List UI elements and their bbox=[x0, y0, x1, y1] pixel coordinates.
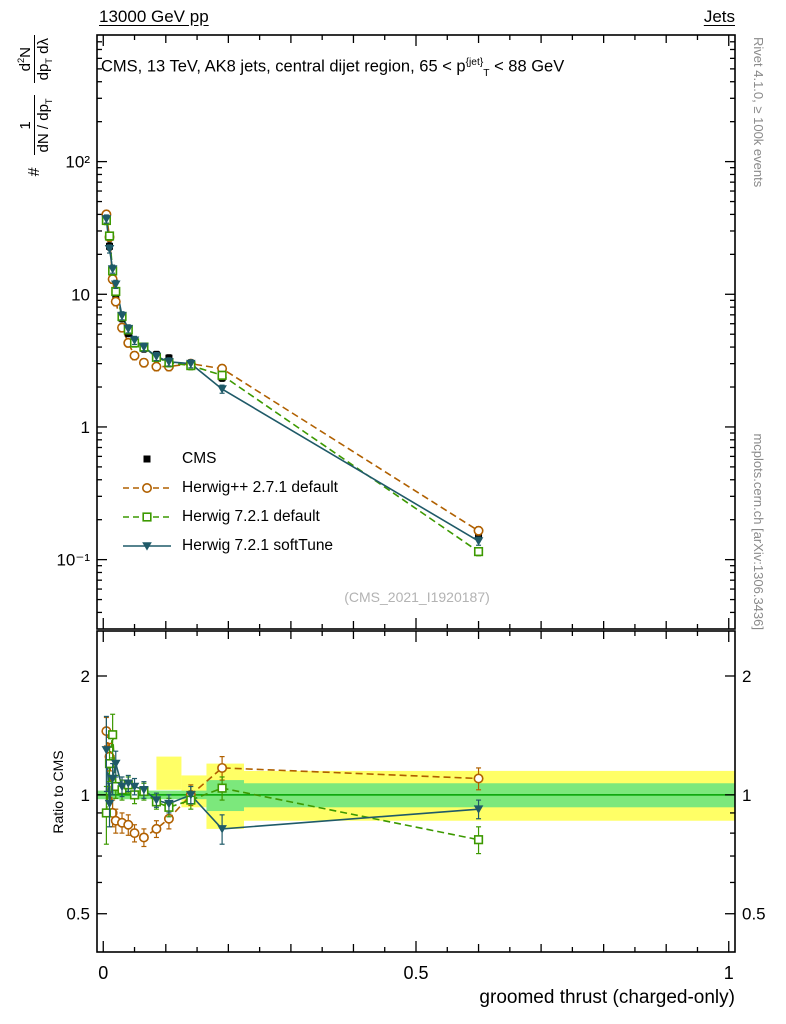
x-axis-label: groomed thrust (charged-only) bbox=[479, 987, 735, 1008]
data-point bbox=[475, 532, 483, 540]
data-point bbox=[110, 280, 121, 289]
y-tick-label: 0.5 bbox=[66, 905, 90, 924]
data-point bbox=[104, 245, 115, 254]
legend-item-label: Herwig++ 2.7.1 default bbox=[182, 478, 338, 496]
legend-item-label: CMS bbox=[182, 449, 217, 467]
legend-item-cms: CMS bbox=[121, 444, 338, 473]
y-tick-label: 1 bbox=[81, 418, 90, 437]
data-point bbox=[151, 361, 162, 372]
data-point bbox=[151, 823, 162, 834]
data-point bbox=[151, 796, 162, 805]
data-point bbox=[138, 832, 149, 843]
data-point bbox=[186, 791, 196, 800]
y-axis-fraction-1: 1 dN / dpT bbox=[17, 95, 55, 156]
data-point bbox=[141, 482, 152, 493]
data-point bbox=[473, 835, 484, 845]
y-tick-label: 10 bbox=[71, 285, 90, 304]
data-point bbox=[108, 730, 118, 740]
data-point bbox=[129, 782, 140, 792]
data-point bbox=[217, 825, 227, 834]
ratio-plot-frame bbox=[96, 630, 736, 953]
cms-marker-icon bbox=[143, 455, 151, 462]
analysis-group-label: Jets bbox=[703, 7, 735, 26]
y-tick-label: 1 bbox=[742, 786, 751, 805]
herwigpp-marker-icon bbox=[123, 482, 171, 493]
ratio-y-axis-label: Ratio to CMS bbox=[50, 750, 66, 834]
data-point bbox=[110, 296, 121, 307]
data-point bbox=[101, 215, 112, 224]
hash-symbol: # bbox=[26, 167, 44, 177]
data-point bbox=[129, 828, 140, 839]
x-tick-label: 1 bbox=[724, 963, 734, 983]
data-point bbox=[217, 762, 228, 773]
data-point bbox=[217, 783, 227, 793]
data-point bbox=[123, 779, 134, 788]
y-tick-label: 2 bbox=[742, 667, 751, 686]
y-tick-label: 2 bbox=[81, 667, 90, 686]
y-tick-label: 1 bbox=[81, 786, 90, 805]
data-point bbox=[217, 370, 227, 380]
main-plot-frame bbox=[96, 34, 736, 630]
x-tick-label: 0.5 bbox=[403, 963, 428, 983]
data-point bbox=[473, 805, 484, 814]
mcplots-attribution-note: mcplots.cern.ch [arXiv:1306.3436] bbox=[751, 433, 766, 630]
main-y-axis-label: # 1 dN / dpT d2N dpT dλ bbox=[16, 35, 55, 335]
data-point bbox=[473, 546, 484, 557]
data-point bbox=[104, 799, 115, 809]
data-point bbox=[186, 359, 196, 369]
legend: CMS Herwig++ 2.7.1 default Herwig 7.2.1 … bbox=[121, 444, 338, 560]
x-tick-label: 0 bbox=[98, 963, 108, 983]
data-point bbox=[104, 231, 115, 241]
data-point bbox=[138, 357, 149, 368]
data-point bbox=[473, 537, 484, 546]
data-point bbox=[142, 541, 152, 551]
data-point bbox=[164, 357, 174, 367]
main-plot-title: CMS, 13 TeV, AK8 jets, central dijet reg… bbox=[101, 57, 565, 79]
legend-item-herwigpp-default: Herwig++ 2.7.1 default bbox=[121, 473, 338, 502]
herwig7-default-marker-icon bbox=[123, 511, 171, 522]
data-point bbox=[123, 819, 134, 830]
legend-item-label: Herwig 7.2.1 default bbox=[182, 507, 320, 525]
data-point bbox=[139, 785, 149, 795]
data-point bbox=[101, 746, 112, 755]
data-point bbox=[217, 385, 227, 394]
beam-energy-label: 13000 GeV pp bbox=[99, 7, 209, 26]
herwig7-softtune-marker-icon bbox=[123, 541, 171, 551]
data-point bbox=[129, 336, 140, 345]
y-tick-label: 0.5 bbox=[742, 905, 766, 924]
data-point bbox=[473, 773, 484, 784]
data-point bbox=[473, 525, 484, 536]
data-point bbox=[110, 759, 121, 769]
legend-item-label: Herwig 7.2.1 softTune bbox=[182, 536, 334, 554]
legend-item-herwig7-softtune: Herwig 7.2.1 softTune bbox=[121, 531, 338, 560]
y-tick-label: 10² bbox=[65, 153, 90, 172]
data-point bbox=[139, 343, 149, 352]
y-axis-fraction-2: d2N dpT dλ bbox=[16, 35, 55, 84]
rivet-version-note: Rivet 4.1.0, ≥ 100k events bbox=[751, 37, 766, 188]
data-point bbox=[151, 352, 162, 362]
data-point bbox=[101, 808, 111, 818]
data-point bbox=[107, 265, 118, 274]
uncertainty-band-yellow bbox=[156, 756, 182, 790]
data-point bbox=[123, 324, 134, 334]
data-point bbox=[117, 782, 127, 792]
data-point bbox=[117, 311, 127, 321]
analysis-id-watermark: (CMS_2021_I1920187) bbox=[344, 589, 490, 605]
data-point bbox=[143, 455, 151, 462]
legend-item-herwig7-default: Herwig 7.2.1 default bbox=[121, 502, 338, 531]
data-point bbox=[129, 350, 140, 361]
y-tick-label: 10⁻¹ bbox=[56, 551, 90, 570]
data-point bbox=[142, 511, 152, 522]
data-point bbox=[164, 799, 174, 809]
